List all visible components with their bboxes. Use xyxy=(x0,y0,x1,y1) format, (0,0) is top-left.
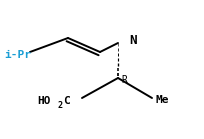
Text: Me: Me xyxy=(155,95,169,105)
Text: i-Pr: i-Pr xyxy=(4,50,31,60)
Text: R: R xyxy=(120,75,126,85)
Text: N: N xyxy=(128,34,136,48)
Text: HO: HO xyxy=(37,96,51,106)
Text: C: C xyxy=(63,96,70,106)
Text: 2: 2 xyxy=(57,100,62,110)
